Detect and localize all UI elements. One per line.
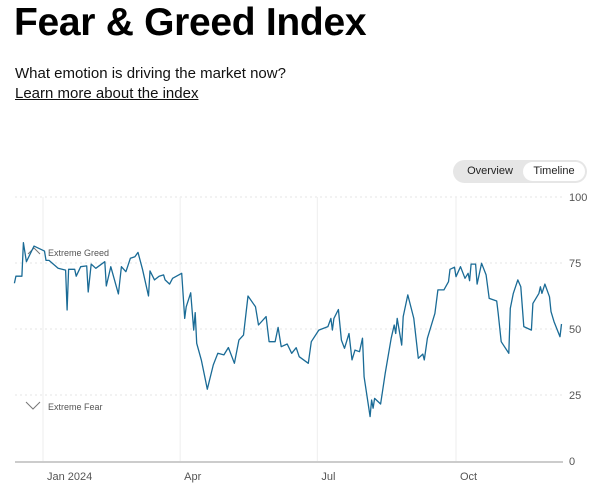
x-tick-label: Jan 2024: [47, 471, 92, 483]
y-tick-label: 25: [569, 390, 581, 402]
y-tick-label: 0: [569, 456, 575, 468]
y-tick-label: 100: [569, 192, 587, 204]
tab-timeline[interactable]: Timeline: [523, 162, 585, 181]
chevron-down-icon: [25, 401, 41, 410]
y-tick-label: 50: [569, 324, 581, 336]
extreme-greed-label: Extreme Greed: [48, 248, 109, 258]
page-title: Fear & Greed Index: [14, 1, 367, 44]
view-toggle: Overview Timeline: [453, 160, 587, 183]
chevron-up-icon: [27, 247, 41, 255]
x-tick-label: Jul: [321, 471, 335, 483]
learn-more-link[interactable]: Learn more about the index: [15, 85, 199, 102]
series-line: [13, 242, 563, 418]
subtitle: What emotion is driving the market now?: [15, 65, 286, 82]
extreme-fear-label: Extreme Fear: [48, 402, 103, 412]
tab-overview[interactable]: Overview: [467, 165, 513, 177]
x-tick-label: Apr: [184, 471, 201, 483]
x-tick-label: Oct: [460, 471, 477, 483]
y-tick-label: 75: [569, 258, 581, 270]
